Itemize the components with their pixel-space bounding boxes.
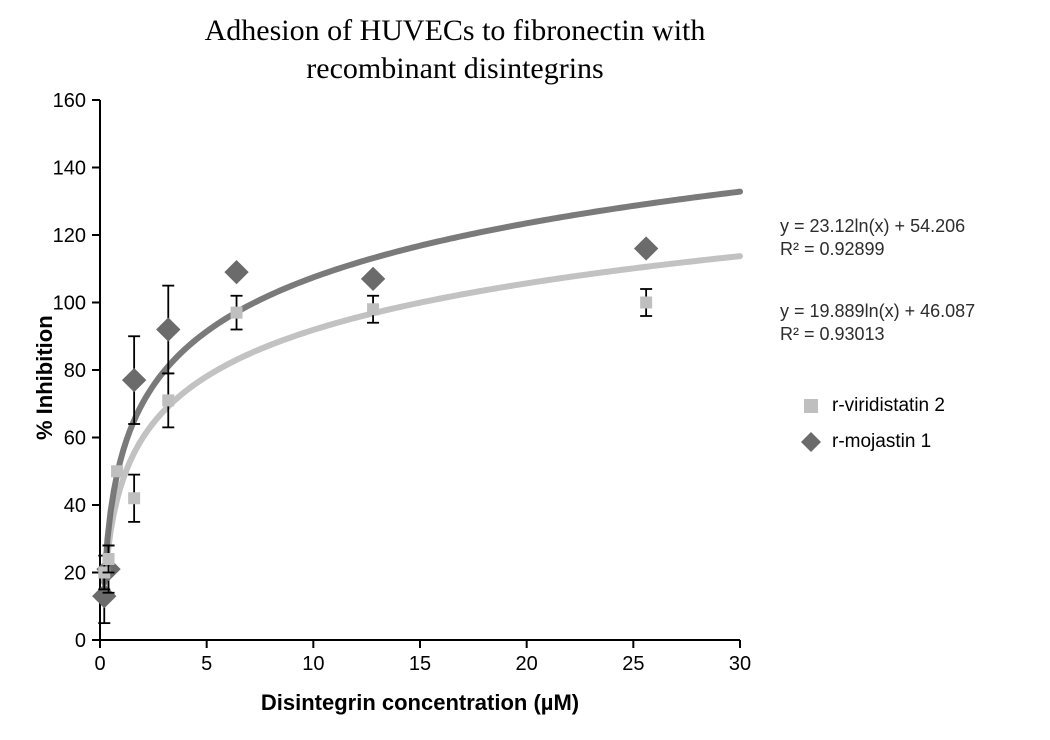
- svg-text:120: 120: [53, 225, 86, 247]
- plot-svg: 0 5 10 15 20 25 30 0 20 40 60 80 100 120 140 160: [0, 0, 1050, 740]
- svg-text:0: 0: [75, 630, 86, 652]
- svg-text:5: 5: [201, 653, 212, 675]
- svg-text:30: 30: [729, 653, 751, 675]
- svg-text:20: 20: [516, 653, 538, 675]
- svg-text:60: 60: [64, 428, 86, 450]
- svg-text:25: 25: [622, 653, 644, 675]
- svg-text:100: 100: [53, 293, 86, 315]
- svg-text:160: 160: [53, 90, 86, 112]
- svg-text:20: 20: [64, 563, 86, 585]
- svg-text:40: 40: [64, 495, 86, 517]
- svg-text:0: 0: [94, 653, 105, 675]
- chart-container: Adhesion of HUVECs to fibronectin with r…: [0, 0, 1050, 740]
- svg-text:15: 15: [409, 653, 431, 675]
- svg-text:10: 10: [302, 653, 324, 675]
- svg-text:140: 140: [53, 158, 86, 180]
- svg-text:80: 80: [64, 360, 86, 382]
